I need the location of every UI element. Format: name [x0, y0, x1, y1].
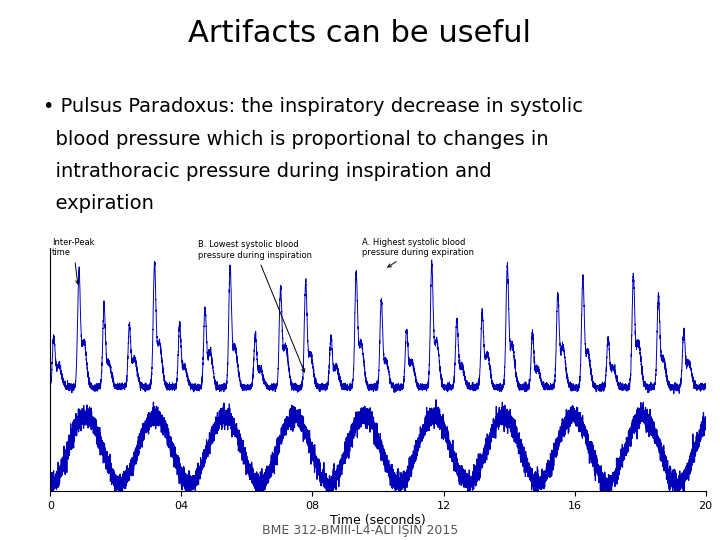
Text: intrathoracic pressure during inspiration and: intrathoracic pressure during inspiratio… — [43, 162, 492, 181]
Text: B. Lowest systolic blood
pressure during inspiration: B. Lowest systolic blood pressure during… — [198, 240, 312, 372]
Text: A. Highest systolic blood
pressure during expiration: A. Highest systolic blood pressure durin… — [361, 238, 474, 267]
Text: expiration: expiration — [43, 194, 154, 213]
Text: • Pulsus Paradoxus: the inspiratory decrease in systolic: • Pulsus Paradoxus: the inspiratory decr… — [43, 97, 583, 116]
Text: Inter-Peak
time: Inter-Peak time — [52, 238, 94, 284]
X-axis label: Time (seconds): Time (seconds) — [330, 514, 426, 527]
Text: BME 312-BMIII-L4-ALI İŞIN 2015: BME 312-BMIII-L4-ALI İŞIN 2015 — [262, 523, 458, 537]
Text: blood pressure which is proportional to changes in: blood pressure which is proportional to … — [43, 130, 549, 148]
Text: Artifacts can be useful: Artifacts can be useful — [189, 19, 531, 48]
